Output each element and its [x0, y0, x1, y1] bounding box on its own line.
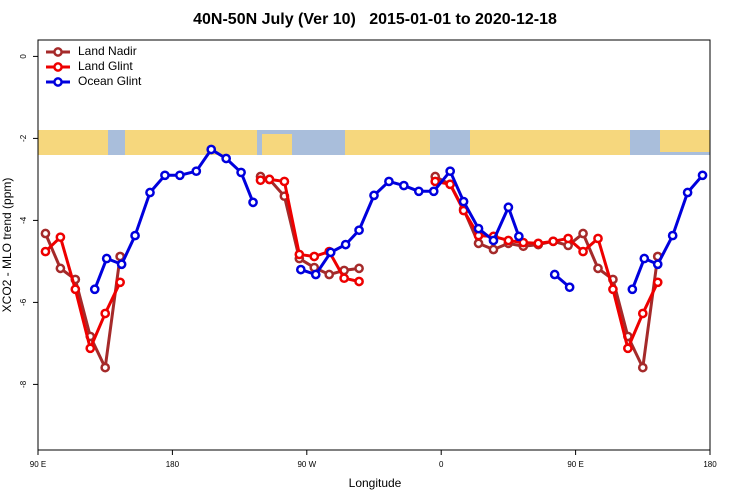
- data-point: [445, 166, 456, 177]
- data-point: [533, 238, 544, 249]
- x-tick-label: 90 E: [567, 460, 583, 469]
- x-axis-label: Longitude: [349, 476, 402, 490]
- data-point: [488, 244, 499, 255]
- data-point: [564, 282, 575, 293]
- legend-swatch-marker: [53, 62, 63, 72]
- data-point: [101, 253, 112, 264]
- data-point: [339, 273, 349, 284]
- y-tick-label: 0: [19, 54, 28, 59]
- data-point: [428, 186, 439, 197]
- data-point: [255, 175, 266, 186]
- data-point: [514, 231, 524, 242]
- y-tick-label: -6: [19, 298, 28, 306]
- plot-frame: [37, 39, 711, 451]
- x-tick-label: 90 W: [297, 460, 316, 469]
- data-point: [697, 170, 708, 181]
- x-tick-label: 90 E: [30, 460, 46, 469]
- x-tick-label: 180: [703, 460, 717, 469]
- series-line: [44, 177, 660, 350]
- data-point: [236, 167, 246, 178]
- legend-swatch-marker: [53, 77, 63, 87]
- data-point: [85, 343, 96, 354]
- map-strip: [38, 130, 710, 155]
- data-point: [55, 232, 66, 243]
- y-axis-label: XCO2 - MLO trend (ppm): [0, 178, 14, 313]
- data-point: [191, 166, 202, 177]
- data-point: [503, 235, 514, 246]
- data-point: [413, 186, 424, 197]
- data-point: [578, 228, 588, 239]
- data-point: [70, 284, 81, 295]
- data-point: [548, 236, 559, 247]
- data-point: [518, 237, 529, 248]
- data-point: [264, 174, 275, 185]
- data-point: [593, 233, 603, 244]
- y-tick-label: -8: [19, 380, 28, 388]
- data-point: [145, 187, 155, 198]
- data-point: [40, 246, 51, 257]
- legend-swatch-marker: [53, 47, 63, 57]
- legend-label: Ocean Glint: [78, 74, 142, 88]
- data-point: [445, 179, 456, 190]
- data-point: [325, 247, 336, 258]
- data-point: [221, 153, 232, 164]
- x-tick-label: 180: [166, 460, 180, 469]
- data-point: [652, 277, 663, 288]
- data-point: [623, 343, 633, 354]
- data-point: [115, 277, 125, 288]
- data-point: [652, 259, 663, 270]
- data-point: [295, 264, 306, 275]
- chart-title: 40N-50N July (Ver 10) 2015-01-01 to 2020…: [193, 11, 557, 28]
- data-point: [354, 263, 364, 274]
- data-point: [309, 251, 320, 262]
- data-point: [488, 235, 499, 246]
- data-point: [175, 170, 185, 181]
- data-point: [458, 196, 469, 207]
- data-point: [279, 176, 290, 187]
- legend-label: Land Glint: [78, 59, 133, 73]
- data-point: [40, 228, 51, 239]
- y-tick-label: -2: [19, 134, 28, 142]
- data-point: [637, 308, 648, 319]
- data-point: [639, 253, 650, 264]
- legend-label: Land Nadir: [78, 44, 137, 58]
- data-point: [206, 144, 217, 155]
- data-point: [130, 230, 140, 241]
- data-point: [399, 180, 409, 191]
- data-point: [354, 276, 364, 287]
- data-point: [248, 197, 258, 208]
- data-point: [116, 259, 127, 270]
- data-point: [354, 225, 364, 236]
- data-point: [549, 269, 560, 280]
- data-point: [593, 263, 603, 274]
- data-point: [55, 263, 66, 274]
- series-line: [93, 147, 704, 290]
- data-point: [100, 308, 111, 319]
- data-point: [563, 233, 573, 244]
- data-point: [608, 284, 618, 295]
- data-point: [430, 176, 441, 187]
- data-point: [667, 230, 678, 241]
- data-point: [682, 187, 693, 198]
- x-tick-label: 0: [439, 460, 444, 469]
- data-point: [369, 190, 379, 201]
- data-point: [294, 249, 305, 260]
- data-point: [384, 176, 394, 187]
- data-point: [627, 284, 638, 295]
- data-point: [473, 238, 484, 249]
- data-point: [637, 362, 648, 373]
- data-point: [340, 239, 351, 250]
- data-point: [89, 284, 100, 295]
- data-point: [578, 246, 588, 257]
- data-point: [324, 269, 335, 280]
- data-point: [473, 223, 484, 234]
- y-tick-label: -4: [19, 216, 28, 224]
- data-point: [160, 170, 170, 181]
- data-point: [100, 362, 111, 373]
- data-point: [310, 269, 321, 280]
- data-point: [503, 202, 514, 213]
- series-line: [44, 175, 660, 370]
